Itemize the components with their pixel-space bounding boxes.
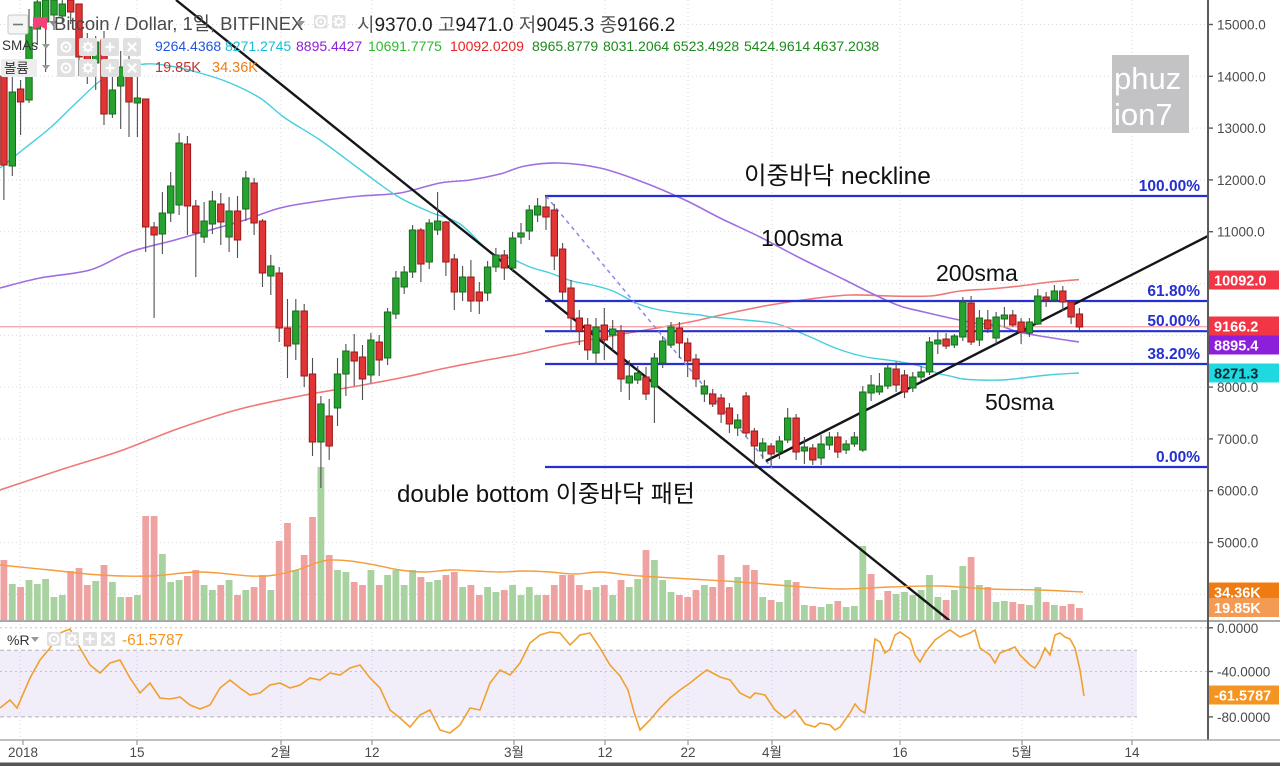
- svg-text:이중바닥 neckline: 이중바닥 neckline: [744, 162, 931, 190]
- svg-text:10092.0: 10092.0: [1214, 274, 1266, 290]
- svg-text:5월: 5월: [1012, 745, 1032, 760]
- svg-text:200sma: 200sma: [936, 260, 1018, 286]
- svg-text:SMAs: SMAs: [2, 38, 38, 53]
- svg-text:100sma: 100sma: [761, 225, 843, 251]
- svg-text:50.00%: 50.00%: [1147, 313, 1200, 330]
- svg-text:-40.0000: -40.0000: [1217, 665, 1270, 680]
- svg-text:13000.0: 13000.0: [1217, 121, 1266, 136]
- svg-text:11000.0: 11000.0: [1217, 225, 1265, 240]
- svg-text:12: 12: [597, 745, 612, 760]
- svg-text:15000.0: 15000.0: [1217, 18, 1266, 33]
- svg-text:8000.0: 8000.0: [1217, 380, 1258, 395]
- svg-text:double bottom 이중바닥 패턴: double bottom 이중바닥 패턴: [397, 481, 695, 508]
- svg-text:-80.0000: -80.0000: [1217, 710, 1270, 725]
- svg-text:61.80%: 61.80%: [1147, 283, 1200, 300]
- svg-text:12: 12: [364, 745, 379, 760]
- svg-text:14: 14: [1124, 745, 1140, 760]
- svg-text:38.20%: 38.20%: [1147, 346, 1200, 363]
- svg-text:16: 16: [892, 745, 907, 760]
- svg-text:15: 15: [129, 745, 144, 760]
- svg-text:100.00%: 100.00%: [1139, 178, 1200, 195]
- svg-text:2018: 2018: [8, 745, 38, 760]
- svg-text:7000.0: 7000.0: [1217, 432, 1258, 447]
- svg-text:3월: 3월: [504, 745, 524, 760]
- svg-text:5000.0: 5000.0: [1217, 536, 1258, 551]
- svg-text:14000.0: 14000.0: [1217, 69, 1266, 84]
- svg-text:34.36K: 34.36K: [212, 60, 258, 76]
- svg-text:9166.2: 9166.2: [1214, 320, 1258, 336]
- svg-text:0.00%: 0.00%: [1156, 449, 1200, 466]
- svg-text:19.85K: 19.85K: [155, 60, 201, 76]
- svg-text:22: 22: [680, 745, 695, 760]
- svg-text:시9370.0 고9471.0 저9045.3 종9166.: 시9370.0 고9471.0 저9045.3 종9166.2: [357, 14, 681, 36]
- svg-text:%R: %R: [7, 632, 30, 648]
- svg-text:4월: 4월: [762, 745, 782, 760]
- svg-text:6000.0: 6000.0: [1217, 484, 1258, 499]
- svg-text:50sma: 50sma: [985, 389, 1054, 415]
- svg-text:볼륨: 볼륨: [4, 61, 29, 76]
- svg-text:-61.5787: -61.5787: [1214, 689, 1271, 705]
- svg-text:0.0000: 0.0000: [1217, 621, 1258, 636]
- svg-text:-61.5787: -61.5787: [122, 632, 183, 649]
- svg-text:ion7: ion7: [1114, 97, 1173, 132]
- svg-text:phuz: phuz: [1114, 61, 1181, 96]
- svg-text:19.85K: 19.85K: [1214, 601, 1261, 617]
- svg-text:2월: 2월: [271, 745, 291, 760]
- svg-text:8271.3: 8271.3: [1214, 367, 1258, 383]
- svg-text:8895.4: 8895.4: [1214, 339, 1258, 355]
- svg-text:Bitcoin / Dollar, 1일, BITFINEX: Bitcoin / Dollar, 1일, BITFINEX: [54, 13, 303, 34]
- svg-text:34.36K: 34.36K: [1214, 586, 1261, 602]
- svg-text:12000.0: 12000.0: [1217, 173, 1266, 188]
